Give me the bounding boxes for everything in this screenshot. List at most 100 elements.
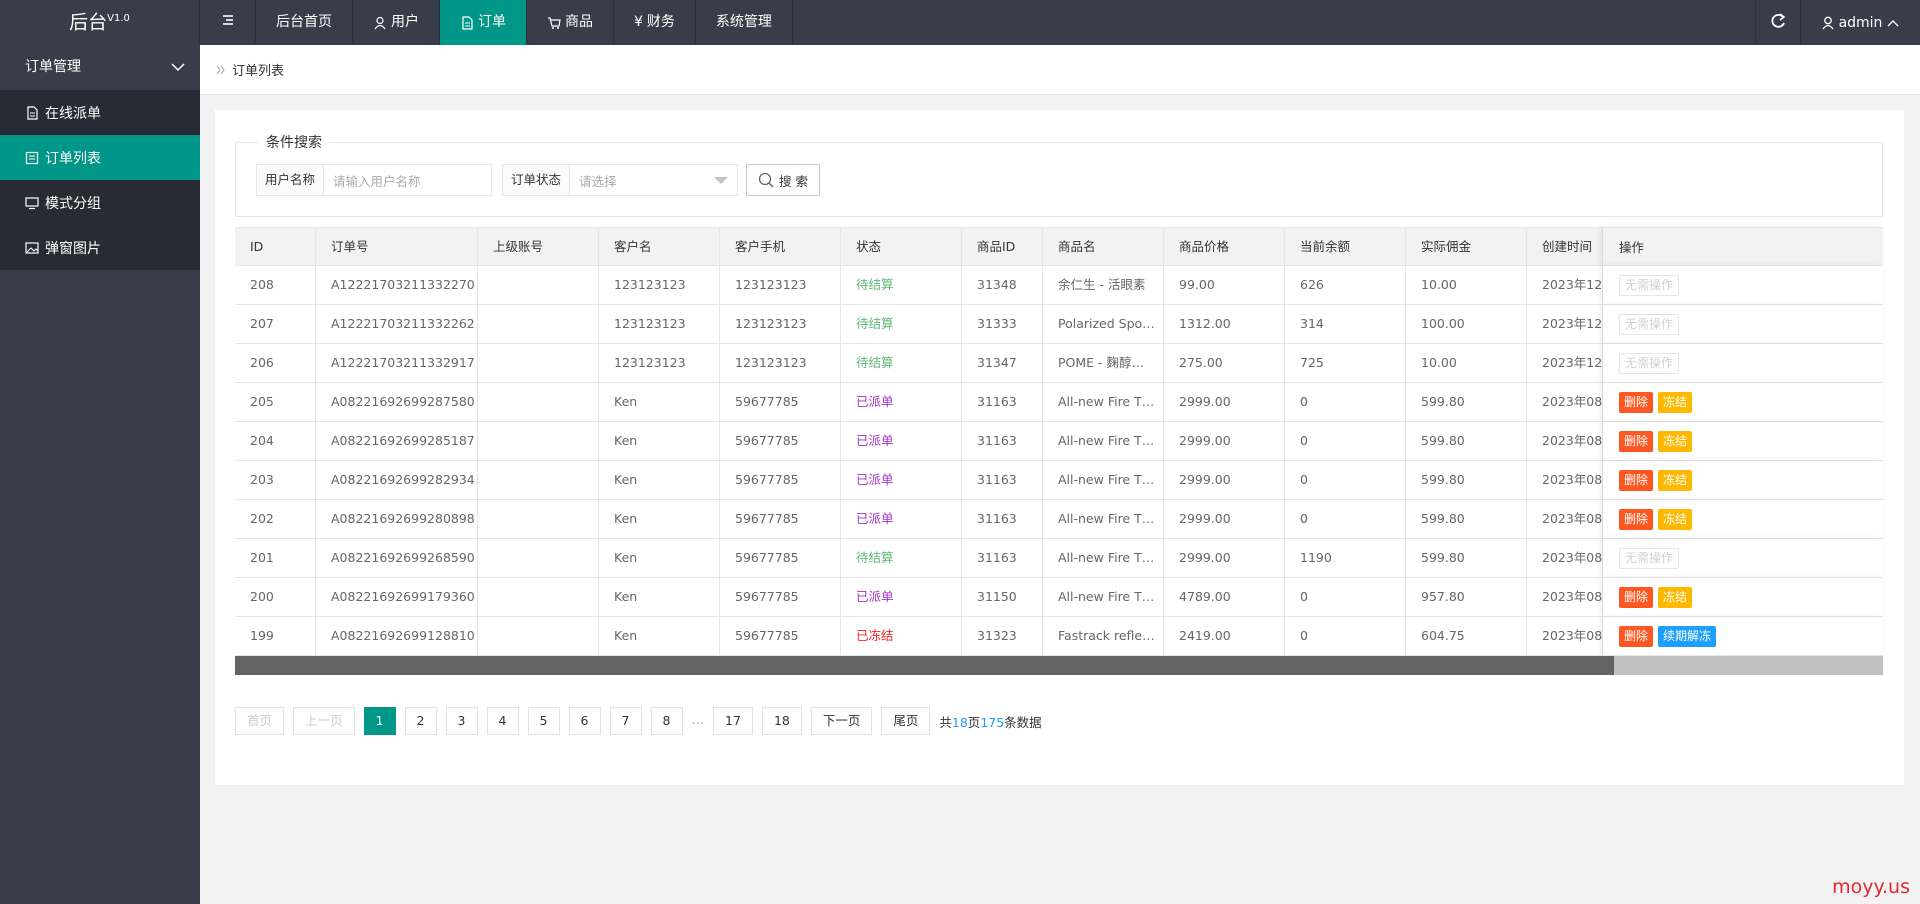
action-button[interactable]: 删除 [1619,625,1654,647]
table-cell [478,461,599,500]
action-button[interactable]: 冻结 [1658,430,1693,452]
last-page[interactable]: 尾页 [881,707,931,735]
scroll-thumb[interactable] [235,656,1614,675]
page-number[interactable]: 8 [650,707,683,735]
table-cell: 123123123 [599,266,720,305]
actions-cell: 无需操作 [1603,305,1883,344]
search-select[interactable]: 订单状态 请选择 [502,164,738,196]
nav: 后台首页 用户 订单 商品 ¥ 财务 系统管理 [256,0,793,45]
refresh-icon [1771,13,1786,28]
user-icon [1822,16,1834,29]
action-button[interactable]: 删除 [1619,391,1654,413]
collapse-button[interactable] [200,0,256,45]
action-button[interactable]: 删除 [1619,430,1654,452]
menu-group[interactable]: 订单管理 [0,45,200,90]
refresh-button[interactable] [1755,0,1800,45]
table-cell: 599.80 [1406,422,1527,461]
page-number[interactable]: 6 [568,707,601,735]
action-button[interactable]: 冻结 [1658,391,1693,413]
nav-item[interactable]: 系统管理 [696,0,793,45]
table-cell: 59677785 [720,539,841,578]
table-cell: 123123123 [599,344,720,383]
menu-item[interactable]: 弹窗图片 [0,225,200,270]
nav-item[interactable]: ¥ 财务 [614,0,696,45]
page-number[interactable]: 17 [713,707,753,735]
next-page[interactable]: 下一页 [810,707,873,735]
menu-items: 在线派单 订单列表模式分组弹窗图片 [0,90,200,270]
page-number[interactable]: 3 [445,707,478,735]
table-row: 207 A12221703211332262 123123123 123123123 待… [235,305,1603,344]
page-number[interactable]: 18 [761,707,802,735]
summary-page-count: 18 [951,714,968,730]
table-cell: All-new Fire T… [1043,461,1164,500]
page-number[interactable]: 1 [363,707,396,735]
action-button[interactable]: 续期解冻 [1658,625,1717,647]
status: 待结算 [841,266,962,305]
action-button[interactable]: 删除 [1619,469,1654,491]
table-cell: 206 [235,344,316,383]
action-button[interactable]: 冻结 [1658,508,1693,530]
table-cell: 31163 [962,461,1043,500]
actions-cell: 删除 冻结 [1603,500,1883,539]
user-name: admin [1838,14,1883,31]
table-cell: 0 [1285,383,1406,422]
nav-item[interactable]: 订单 [440,0,527,45]
table-cell [478,305,599,344]
menu-item[interactable]: 模式分组 [0,180,200,225]
nav-item[interactable]: 商品 [527,0,614,45]
action-button[interactable]: 冻结 [1658,469,1693,491]
table-cell: Ken [599,422,720,461]
page-number[interactable]: 5 [527,707,560,735]
status: 已派单 [841,500,962,539]
action-button[interactable]: 删除 [1619,586,1654,608]
table-cell: 2023年08月 [1527,539,1603,578]
first-page: 首页 [235,707,285,735]
menu-item[interactable]: 订单列表 [0,135,200,180]
logo: 后台V1.0 [0,0,200,45]
table-cell: 31163 [962,422,1043,461]
column-header: 操作 [1603,227,1883,266]
table-cell: 204 [235,422,316,461]
table-cell: 123123123 [720,344,841,383]
scrollbar[interactable] [235,656,1883,675]
table-row: 205 A08221692699287580 Ken 59677785 已派单 31163… [235,383,1603,422]
table-cell: 31323 [962,617,1043,656]
action-button: 无需操作 [1619,274,1680,296]
page-number[interactable]: 2 [404,707,437,735]
table-cell: 2999.00 [1164,383,1285,422]
table-row: 204 A08221692699285187 Ken 59677785 已派单 31163… [235,422,1603,461]
menu-item[interactable]: 在线派单 [0,90,200,135]
table-cell: POME - 麴醇… [1043,344,1164,383]
breadcrumb-icon [216,65,225,74]
pagination: 首页 上一页 1 2 3 4 5 6 7 8… 17 18 下一页 尾页 共18页175条数据 [235,707,1042,735]
group-label: 订单管理 [25,59,81,75]
logo-text: 后台 [69,11,108,34]
page-number[interactable]: 4 [486,707,519,735]
table-cell: 2999.00 [1164,422,1285,461]
table-cell: 314 [1285,305,1406,344]
top-bar: 后台V1.0 后台首页 用户 订单 商品 ¥ 财务 系统管理 admin [0,0,1920,45]
table-cell: 2999.00 [1164,539,1285,578]
table-cell: 201 [235,539,316,578]
search-button[interactable]: 搜 索 [746,164,820,196]
ellipsis: … [691,712,705,727]
search-field[interactable]: 用户名称 请输入用户名称 [256,164,492,196]
menu-label: 模式分组 [45,195,101,212]
table-cell: 2023年08月 [1527,617,1603,656]
table-cell: A08221692699268590 [316,539,478,578]
header-row: ID 订单号 上级账号 客户名 客户手机 状态 商品ID 商品名 商品价格 当前余额 实际佣金 创建时… [235,227,1603,267]
table-cell: A08221692699179360 [316,578,478,617]
nav-item[interactable]: 后台首页 [256,0,353,45]
nav-item[interactable]: 用户 [353,0,440,45]
page-number[interactable]: 7 [609,707,642,735]
table-cell: 59677785 [720,383,841,422]
column-header: 上级账号 [478,228,599,267]
column-header: 创建时间 [1527,228,1603,267]
field-label: 用户名称 [257,165,325,195]
user-menu[interactable]: admin [1800,0,1920,45]
action-button[interactable]: 冻结 [1658,586,1693,608]
table-cell: 1312.00 [1164,305,1285,344]
table-cell [478,422,599,461]
action-button[interactable]: 删除 [1619,508,1654,530]
table-cell: 203 [235,461,316,500]
